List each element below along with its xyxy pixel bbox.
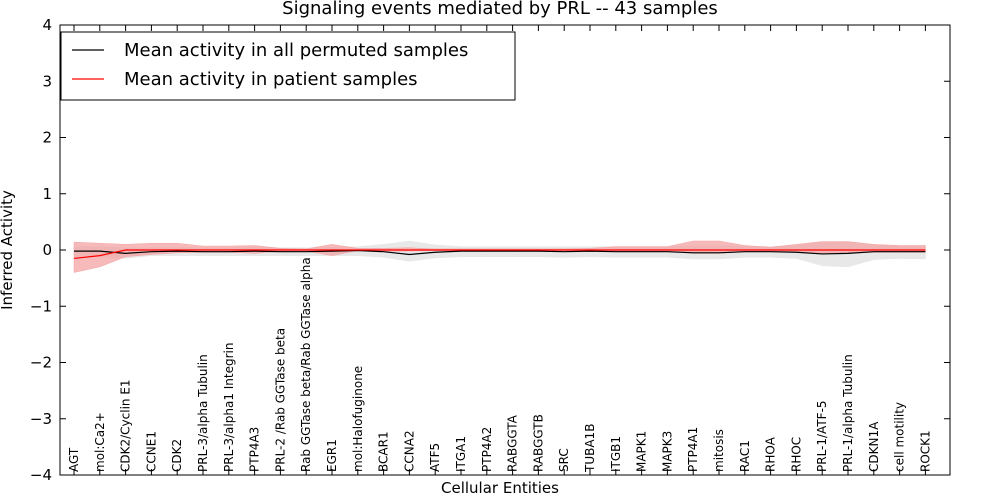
x-category-label: MAPK3 [660, 431, 674, 472]
y-tick-label: 4 [42, 16, 52, 34]
x-category-label: PRL-1/alpha Tubulin [841, 354, 855, 472]
x-category-label: SRC [557, 448, 571, 472]
x-category-label: ROCK1 [918, 430, 932, 472]
y-tick-label: 3 [42, 72, 52, 90]
y-tick-label: 0 [42, 241, 52, 259]
y-axis: −4 −3 −2 −1 0 1 2 3 4 [30, 16, 950, 484]
legend: Mean activity in all permuted samples Me… [60, 31, 516, 101]
x-category-label: RHOA [764, 436, 778, 472]
legend-box [60, 31, 516, 101]
x-category-label: ATF5 [428, 443, 442, 472]
x-category-label: mitosis [712, 429, 726, 472]
y-tick-label: −4 [30, 466, 52, 484]
x-category-label: AGT [67, 447, 81, 472]
x-category-label: PTP4A2 [480, 427, 494, 472]
x-category-label: RAC1 [738, 440, 752, 472]
x-category-label: CDK2/Cyclin E1 [119, 379, 133, 472]
x-category-label: RABGGTA [506, 414, 520, 472]
x-category-label: PRL-3/alpha1 Integrin [222, 343, 236, 473]
y-axis-label: Inferred Activity [0, 190, 16, 310]
x-category-label: RHOC [789, 437, 803, 472]
x-category-label: MAPK1 [635, 431, 649, 472]
x-category-label: CCNA2 [402, 430, 416, 472]
legend-label-permuted: Mean activity in all permuted samples [124, 40, 468, 61]
x-category-label: PRL-1/ATF-5 [815, 400, 829, 472]
series-line-0 [74, 249, 926, 256]
x-category-label: cell motility [893, 402, 907, 472]
series-lines [73, 249, 926, 260]
x-category-label: CDKN1A [867, 421, 881, 472]
x-category-label: PTP4A3 [248, 427, 262, 472]
x-category-label: EGR1 [325, 439, 339, 472]
y-tick-label: −1 [30, 297, 52, 315]
x-category-label: Rab GGTase beta/Rab GGTase alpha [299, 257, 313, 472]
y-tick-label: 1 [42, 185, 52, 203]
x-category-label: PRL-2 /Rab GGTase beta [273, 328, 287, 472]
y-tick-label: −3 [30, 410, 52, 428]
x-axis: AGT mol:Ca2+ CDK2/Cyclin E1 CCNE1 CDK2 PRL-3/… [67, 25, 932, 475]
x-category-label: CDK2 [170, 439, 184, 472]
y-tick-label: −2 [30, 354, 52, 372]
confidence-bands [73, 240, 926, 273]
x-category-label: mol:Halofuginone [351, 366, 365, 472]
series-line-1 [73, 249, 926, 260]
x-category-label: BCAR1 [377, 431, 391, 472]
x-category-label: mol:Ca2+ [93, 412, 107, 472]
y-tick-label: 2 [42, 129, 52, 147]
legend-label-patient: Mean activity in patient samples [124, 69, 418, 90]
x-category-label: TUBA1B [583, 424, 597, 473]
x-category-label: PRL-3/alpha Tubulin [196, 354, 210, 472]
x-category-label: RABGGTB [531, 414, 545, 472]
chart-title: Signaling events mediated by PRL -- 43 s… [282, 0, 718, 19]
x-category-label: ITGA1 [454, 436, 468, 472]
x-category-label: CCNE1 [144, 431, 158, 472]
x-axis-label: Cellular Entities [441, 479, 559, 497]
x-category-label: PTP4A1 [686, 427, 700, 472]
x-category-label: ITGB1 [609, 436, 623, 472]
